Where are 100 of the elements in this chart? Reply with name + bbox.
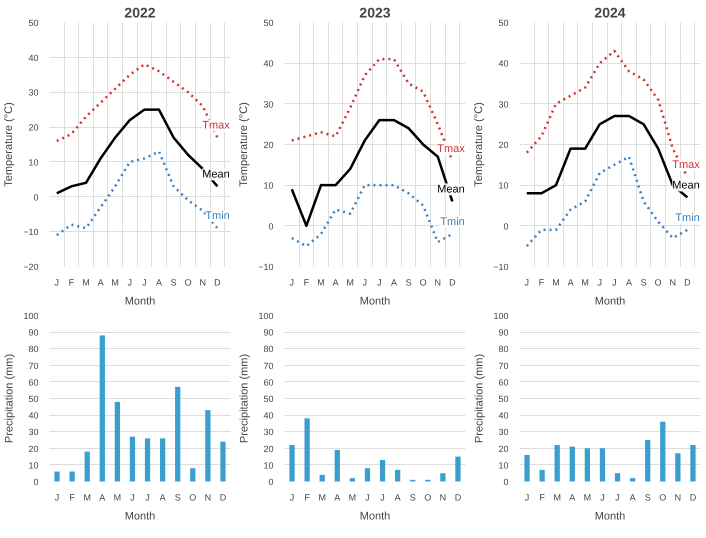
chart-title: 2023 bbox=[359, 4, 391, 20]
x-axis-title: Month bbox=[124, 510, 156, 522]
x-tick-label: A bbox=[394, 492, 401, 502]
chart-title: 2022 bbox=[124, 4, 156, 20]
x-tick-label: D bbox=[454, 492, 462, 502]
series-label: Mean bbox=[437, 183, 465, 196]
x-tick-label: A bbox=[334, 492, 340, 502]
x-tick-label: A bbox=[332, 278, 339, 288]
y-tick-label: 50 bbox=[263, 18, 274, 28]
y-tick-label: 60 bbox=[263, 377, 274, 388]
x-tick-label: M bbox=[114, 492, 122, 502]
x-tick-label: S bbox=[170, 278, 177, 288]
y-tick-label: 50 bbox=[28, 394, 39, 404]
x-axis-title: Month bbox=[594, 510, 626, 522]
x-tick-label: A bbox=[569, 492, 576, 502]
y-tick-label: 80 bbox=[263, 344, 274, 354]
y-axis-title: Temperature (°C) bbox=[238, 102, 250, 187]
series-label: Mean bbox=[202, 168, 230, 180]
y-tick-label: 50 bbox=[263, 394, 274, 404]
y-axis-title: Temperature (°C) bbox=[473, 102, 486, 187]
y-tick-label: 70 bbox=[498, 360, 509, 371]
y-tick-label: 30 bbox=[28, 427, 39, 438]
series-label: Tmax bbox=[202, 120, 230, 132]
y-tick-label: 40 bbox=[28, 52, 39, 63]
x-tick-label: J bbox=[524, 278, 530, 288]
y-tick-label: 80 bbox=[498, 344, 509, 354]
x-tick-label: N bbox=[674, 492, 682, 502]
x-tick-label: O bbox=[420, 278, 427, 288]
y-tick-label: 40 bbox=[498, 58, 509, 69]
x-tick-label: O bbox=[659, 492, 666, 502]
x-tick-label: M bbox=[111, 278, 119, 288]
x-tick-label: S bbox=[174, 492, 181, 502]
x-tick-label: J bbox=[130, 492, 135, 502]
chart-title: 2024 bbox=[594, 4, 626, 20]
x-tick-label: J bbox=[290, 278, 294, 288]
y-tick-label: 90 bbox=[498, 328, 509, 338]
x-tick-label: O bbox=[184, 278, 192, 288]
y-tick-label: 90 bbox=[28, 328, 39, 338]
x-tick-label: J bbox=[524, 492, 530, 502]
x-tick-label: J bbox=[600, 492, 605, 502]
y-axis-title: Precipitation (mm) bbox=[3, 354, 16, 444]
x-tick-label: J bbox=[615, 492, 620, 502]
y-tick-label: 0 bbox=[268, 477, 274, 487]
x-tick-label: J bbox=[365, 492, 370, 502]
y-tick-label: 10 bbox=[263, 180, 274, 191]
y-tick-label: 70 bbox=[263, 360, 274, 371]
y-tick-label: 40 bbox=[28, 410, 39, 421]
x-tick-label: N bbox=[200, 278, 206, 288]
x-tick-label: S bbox=[406, 278, 412, 288]
x-tick-label: A bbox=[626, 278, 632, 288]
x-tick-label: A bbox=[568, 278, 574, 288]
x-tick-label: A bbox=[99, 492, 106, 502]
x-tick-label: M bbox=[318, 492, 326, 502]
y-axis-title: Precipitation (mm) bbox=[473, 354, 486, 444]
y-tick-label: 30 bbox=[28, 88, 39, 98]
series-label: Tmin bbox=[675, 212, 700, 224]
y-tick-label: 100 bbox=[258, 311, 274, 321]
y-tick-label: 20 bbox=[498, 140, 509, 150]
x-tick-label: M bbox=[552, 278, 560, 288]
x-tick-label: F bbox=[304, 492, 310, 502]
y-tick-label: 100 bbox=[23, 311, 39, 321]
x-tick-label: O bbox=[424, 492, 432, 502]
y-tick-label: 30 bbox=[498, 427, 509, 438]
x-tick-label: F bbox=[69, 492, 76, 502]
series-label: Tmin bbox=[440, 216, 465, 228]
x-tick-label: A bbox=[98, 278, 104, 288]
y-tick-label: 20 bbox=[498, 444, 509, 454]
y-tick-label: 10 bbox=[28, 460, 39, 470]
y-tick-label: 100 bbox=[493, 311, 509, 321]
x-tick-label: A bbox=[390, 278, 397, 288]
x-tick-label: A bbox=[630, 492, 636, 502]
series-label: Mean bbox=[672, 179, 700, 192]
y-tick-label: 70 bbox=[28, 360, 39, 371]
x-tick-label: N bbox=[434, 278, 442, 288]
y-tick-label: 30 bbox=[498, 99, 509, 110]
x-tick-label: M bbox=[581, 278, 589, 288]
y-tick-label: 90 bbox=[263, 328, 274, 338]
series-label: Tmax bbox=[437, 142, 466, 155]
y-tick-label: 50 bbox=[498, 18, 509, 28]
x-tick-label: D bbox=[449, 278, 456, 288]
x-tick-label: N bbox=[204, 492, 212, 502]
x-tick-label: S bbox=[640, 278, 647, 288]
x-tick-label: J bbox=[128, 278, 132, 288]
y-tick-label: 60 bbox=[28, 377, 39, 388]
y-tick-label: 40 bbox=[498, 410, 509, 421]
x-tick-label: N bbox=[440, 492, 446, 502]
x-tick-label: J bbox=[142, 278, 147, 288]
y-tick-label: 10 bbox=[498, 460, 509, 470]
y-tick-label: −10 bbox=[258, 262, 274, 272]
x-tick-label: M bbox=[348, 492, 356, 502]
y-tick-label: −20 bbox=[23, 262, 39, 272]
y-tick-label: 20 bbox=[28, 122, 39, 133]
x-tick-label: N bbox=[670, 278, 676, 288]
x-tick-label: J bbox=[380, 492, 385, 502]
y-tick-label: −10 bbox=[493, 262, 509, 272]
series-label: Tmax bbox=[672, 159, 700, 172]
x-axis-title: Month bbox=[594, 296, 626, 308]
x-tick-label: A bbox=[160, 492, 166, 502]
y-axis-title: Temperature (°C) bbox=[3, 102, 16, 187]
y-tick-label: 20 bbox=[28, 444, 39, 454]
